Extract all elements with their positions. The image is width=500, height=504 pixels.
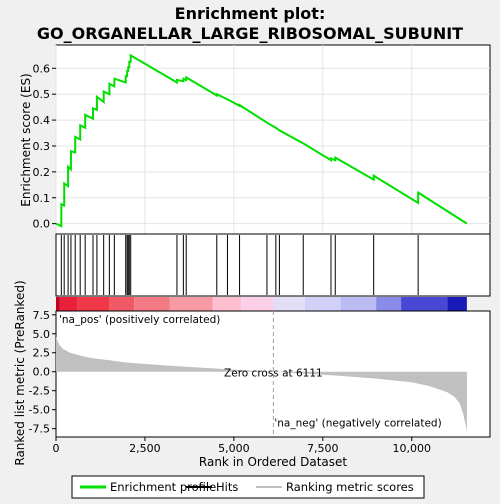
metric-tick-label: -5.0 [29, 404, 50, 417]
x-tick-label: 2,500 [129, 442, 161, 455]
metric-y-axis-label: Ranked list metric (PreRanked) [13, 280, 27, 465]
es-y-axis-label: Enrichment score (ES) [19, 73, 33, 206]
heatmap-segment [401, 297, 448, 311]
heatmap-segment [134, 297, 170, 311]
es-y-ticks: 0.0 0.1 0.2 0.3 0.4 0.5 0.6 [33, 62, 56, 231]
legend-label: Enrichment profile [110, 480, 216, 494]
hit-markers [60, 235, 419, 295]
x-tick-label: 10,000 [392, 442, 431, 455]
x-tick-label: 0 [53, 442, 60, 455]
es-tick-label: 0.0 [33, 218, 51, 231]
heatmap-segment [59, 297, 78, 311]
es-panel [55, 44, 491, 235]
chart-title-line1: Enrichment plot: [175, 4, 326, 23]
es-tick-label: 0.5 [33, 88, 51, 101]
heatmap-segment [109, 297, 135, 311]
enrichment-profile-line [55, 53, 468, 228]
heatmap-segment [273, 297, 306, 311]
heatmap-segment [169, 297, 213, 311]
x-axis-label: Rank in Ordered Dataset [199, 455, 347, 469]
metric-tick-label: -7.5 [29, 423, 50, 436]
es-tick-label: 0.2 [33, 166, 51, 179]
legend-box [71, 475, 425, 499]
metric-tick-label: 7.5 [33, 309, 51, 322]
es-tick-label: 0.4 [33, 114, 51, 127]
heatmap-segment [376, 297, 402, 311]
es-tick-label: 0.3 [33, 140, 51, 153]
heatmap-segment [212, 297, 241, 311]
legend-label: Ranking metric scores [286, 480, 414, 494]
es-tick-label: 0.6 [33, 62, 51, 75]
metric-tick-label: 0.0 [33, 366, 51, 379]
x-axis-ticks: 0 2,500 5,000 7,500 10,000 [53, 437, 431, 455]
metric-y-ticks: 7.5 5.0 2.5 0.0 -2.5 -5.0 -7.5 [29, 309, 56, 436]
metric-tick-label: -2.5 [29, 385, 50, 398]
negative-correlation-label: 'na_neg' (negatively correlated) [274, 417, 441, 429]
x-tick-label: 5,000 [218, 442, 250, 455]
positive-correlation-label: 'na_pos' (positively correlated) [59, 314, 220, 326]
heatmap-segment [56, 297, 60, 311]
rank-heatmap-bar [56, 297, 467, 311]
heatmap-segment [340, 297, 377, 311]
legend-label: Hits [216, 480, 238, 494]
legend: Enrichment profile Hits Ranking metric sco… [80, 480, 414, 494]
heatmap-segment [305, 297, 341, 311]
x-tick-label: 7,500 [307, 442, 339, 455]
chart-title-line2: GO_ORGANELLAR_LARGE_RIBOSOMAL_SUBUNIT [37, 24, 463, 43]
metric-tick-label: 2.5 [33, 347, 51, 360]
zero-cross-label: Zero cross at 6111 [224, 367, 323, 379]
heatmap-segment [447, 297, 467, 311]
heatmap-segment [240, 297, 274, 311]
heatmap-segment [77, 297, 110, 311]
es-tick-label: 0.1 [33, 192, 51, 205]
metric-tick-label: 5.0 [33, 328, 51, 341]
hits-panel [55, 233, 491, 297]
